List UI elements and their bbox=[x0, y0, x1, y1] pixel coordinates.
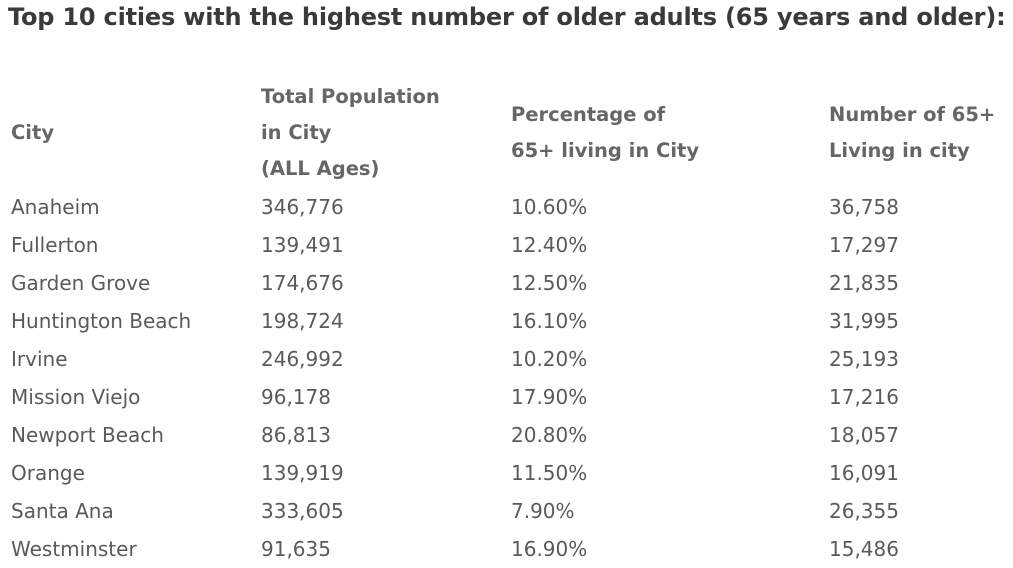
cell-total: 346,776 bbox=[261, 195, 344, 219]
cell-num: 15,486 bbox=[829, 537, 899, 561]
table-row: Orange 139,919 11.50% 16,091 bbox=[11, 454, 1009, 492]
header-city: City bbox=[11, 78, 261, 188]
cell-num: 17,297 bbox=[829, 233, 899, 257]
cell-city: Newport Beach bbox=[11, 423, 164, 447]
table-row: Westminster 91,635 16.90% 15,486 bbox=[11, 530, 1009, 568]
cell-num: 17,216 bbox=[829, 385, 899, 409]
header-city-line: City bbox=[11, 121, 55, 144]
cell-total: 86,813 bbox=[261, 423, 331, 447]
cell-num: 26,355 bbox=[829, 499, 899, 523]
header-pct-line-1: Percentage of bbox=[511, 103, 666, 126]
table-row: Newport Beach 86,813 20.80% 18,057 bbox=[11, 416, 1009, 454]
cell-total: 139,919 bbox=[261, 461, 344, 485]
table-row: Garden Grove 174,676 12.50% 21,835 bbox=[11, 264, 1009, 302]
cell-total: 139,491 bbox=[261, 233, 344, 257]
cell-total: 91,635 bbox=[261, 537, 331, 561]
cell-num: 31,995 bbox=[829, 309, 899, 333]
cell-pct: 7.90% bbox=[511, 499, 575, 523]
cell-city: Anaheim bbox=[11, 195, 100, 219]
header-total-line-1: Total Population bbox=[261, 85, 440, 108]
header-percentage: Percentage of 65+ living in City bbox=[511, 78, 829, 188]
cell-num: 16,091 bbox=[829, 461, 899, 485]
table-row: Anaheim 346,776 10.60% 36,758 bbox=[11, 188, 1009, 226]
header-number-65: Number of 65+ Living in city bbox=[829, 78, 1009, 188]
cell-pct: 12.50% bbox=[511, 271, 588, 295]
cell-pct: 12.40% bbox=[511, 233, 588, 257]
header-num-line-1: Number of 65+ bbox=[829, 103, 996, 126]
header-num-line-2: Living in city bbox=[829, 139, 970, 162]
cell-city: Santa Ana bbox=[11, 499, 114, 523]
header-pct-line-2: 65+ living in City bbox=[511, 139, 700, 162]
cell-total: 198,724 bbox=[261, 309, 344, 333]
header-total-population: Total Population in City (ALL Ages) bbox=[261, 78, 511, 188]
cell-city: Garden Grove bbox=[11, 271, 151, 295]
cell-city: Orange bbox=[11, 461, 85, 485]
cell-pct: 10.60% bbox=[511, 195, 588, 219]
cell-num: 25,193 bbox=[829, 347, 899, 371]
table-body: Anaheim 346,776 10.60% 36,758 Fullerton 139,4… bbox=[11, 188, 1009, 568]
table-row: Huntington Beach 198,724 16.10% 31,995 bbox=[11, 302, 1009, 340]
header-total-line-2: in City bbox=[261, 121, 332, 144]
header-total-line-3: (ALL Ages) bbox=[261, 157, 380, 180]
table-row: Santa Ana 333,605 7.90% 26,355 bbox=[11, 492, 1009, 530]
page-title: Top 10 cities with the highest number of… bbox=[8, 3, 1006, 31]
cell-city: Westminster bbox=[11, 537, 137, 561]
cell-pct: 17.90% bbox=[511, 385, 588, 409]
cell-pct: 10.20% bbox=[511, 347, 588, 371]
cell-total: 333,605 bbox=[261, 499, 344, 523]
cell-city: Huntington Beach bbox=[11, 309, 192, 333]
cell-city: Mission Viejo bbox=[11, 385, 141, 409]
cell-pct: 11.50% bbox=[511, 461, 588, 485]
table-row: Fullerton 139,491 12.40% 17,297 bbox=[11, 226, 1009, 264]
cities-table: City Total Population in City (ALL Ages)… bbox=[11, 78, 1009, 568]
cell-num: 36,758 bbox=[829, 195, 899, 219]
cell-num: 21,835 bbox=[829, 271, 899, 295]
cell-pct: 16.90% bbox=[511, 537, 588, 561]
cell-city: Fullerton bbox=[11, 233, 99, 257]
cell-pct: 16.10% bbox=[511, 309, 588, 333]
table-row: Mission Viejo 96,178 17.90% 17,216 bbox=[11, 378, 1009, 416]
table-header-row: City Total Population in City (ALL Ages)… bbox=[11, 78, 1009, 188]
cell-total: 174,676 bbox=[261, 271, 344, 295]
cell-total: 96,178 bbox=[261, 385, 331, 409]
cell-total: 246,992 bbox=[261, 347, 344, 371]
table-row: Irvine 246,992 10.20% 25,193 bbox=[11, 340, 1009, 378]
cell-num: 18,057 bbox=[829, 423, 899, 447]
cell-pct: 20.80% bbox=[511, 423, 588, 447]
cell-city: Irvine bbox=[11, 347, 68, 371]
